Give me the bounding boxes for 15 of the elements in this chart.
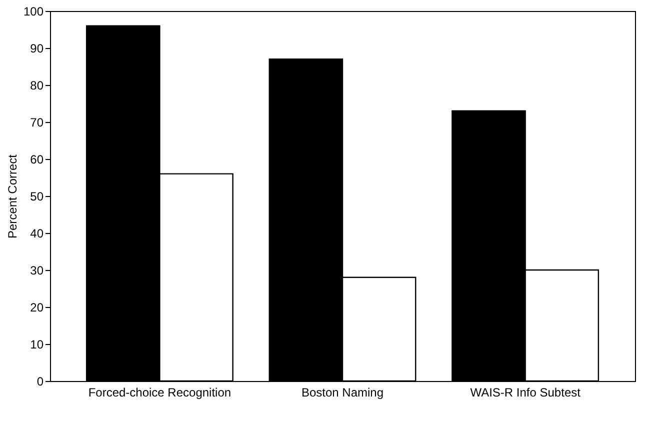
x-tick-label: Boston Naming bbox=[301, 386, 384, 400]
y-tick-label: 40 bbox=[30, 226, 44, 240]
y-axis-title: Percent Correct bbox=[5, 154, 20, 239]
x-tick-label: Forced-choice Recognition bbox=[88, 386, 232, 400]
y-tick-label: 70 bbox=[30, 116, 44, 130]
y-tick-label: 80 bbox=[30, 78, 44, 92]
y-tick-label: 0 bbox=[36, 374, 44, 388]
y-tick-label: 60 bbox=[30, 152, 44, 166]
y-tick-label: 100 bbox=[23, 4, 44, 18]
y-tick-label: 50 bbox=[30, 190, 44, 204]
y-tick-label: 10 bbox=[30, 338, 44, 352]
y-tick-label: 30 bbox=[30, 264, 44, 278]
y-tick-label: 20 bbox=[30, 300, 44, 314]
y-tick-label: 90 bbox=[30, 42, 44, 56]
x-tick-label: WAIS-R Info Subtest bbox=[470, 386, 582, 400]
